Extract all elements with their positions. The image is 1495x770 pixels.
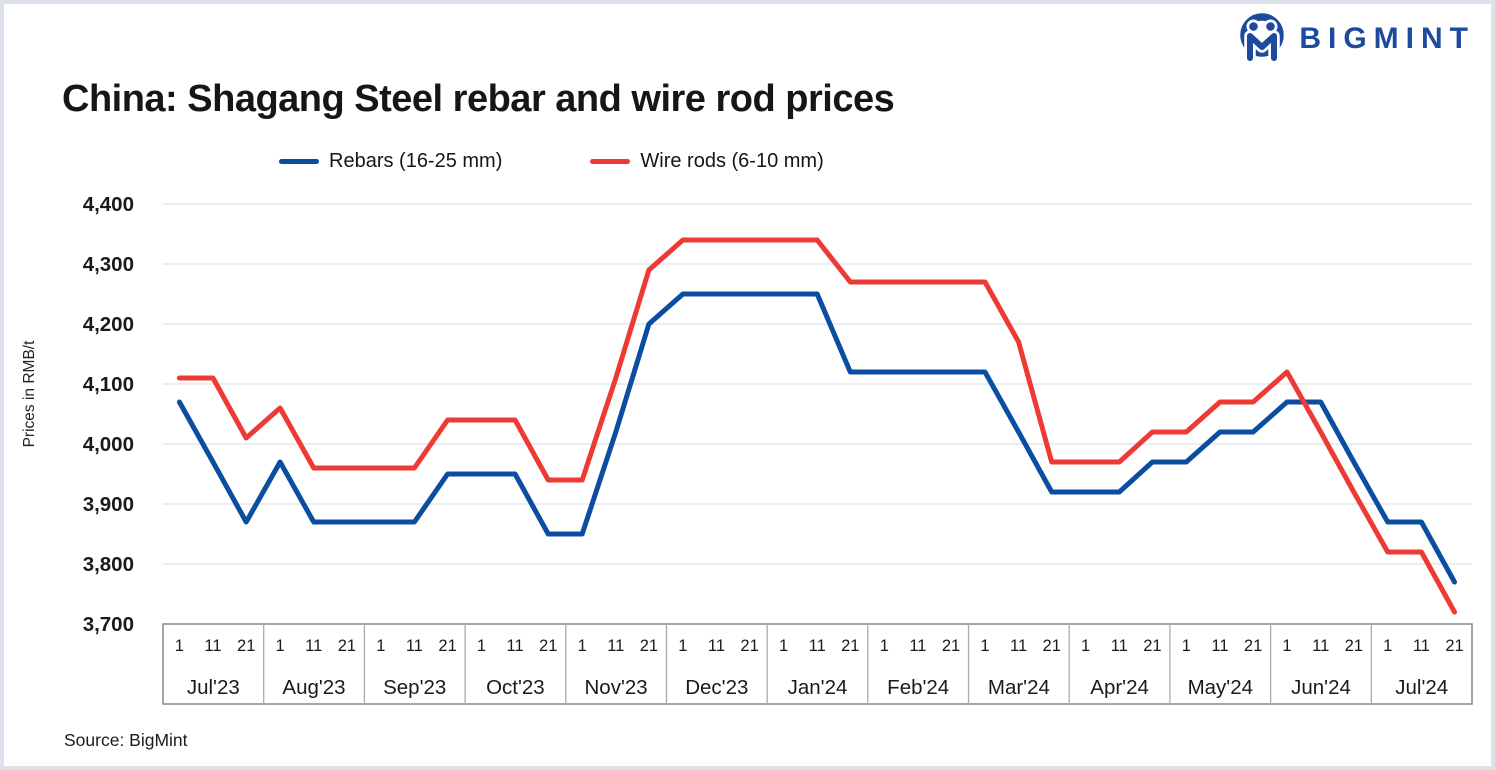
x-month-label: Feb'24: [887, 676, 949, 699]
x-tick-label: 21: [438, 637, 456, 655]
bigmint-logo-icon: [1240, 13, 1285, 64]
wire-rods-legend-label: Wire rods (6-10 mm): [640, 150, 824, 172]
x-month-label: Jul'24: [1395, 676, 1448, 699]
x-tick-label: 21: [1345, 637, 1363, 655]
x-tick-label: 21: [841, 637, 859, 655]
chart-title: China: Shagang Steel rebar and wire rod …: [62, 78, 895, 120]
x-tick-label: 1: [980, 637, 989, 655]
x-tick-label: 11: [406, 637, 423, 655]
x-tick-label: 1: [1081, 637, 1090, 655]
x-month-label: Nov'23: [585, 676, 648, 699]
x-tick-label: 11: [909, 637, 926, 655]
x-month-label: Mar'24: [988, 676, 1050, 699]
x-tick-label: 11: [1111, 637, 1128, 655]
x-month-label: Sep'23: [383, 676, 446, 699]
legend-item-rebars: Rebars (16-25 mm): [279, 150, 502, 173]
x-tick-label: 1: [1182, 637, 1191, 655]
rebars-legend-label: Rebars (16-25 mm): [329, 150, 503, 172]
x-tick-label: 21: [1143, 637, 1161, 655]
x-tick-label: 11: [708, 637, 725, 655]
y-axis-tick-label: 3,800: [83, 553, 134, 576]
x-tick-label: 1: [376, 637, 385, 655]
x-tick-label: 11: [204, 637, 221, 655]
x-month-label: Aug'23: [282, 676, 345, 699]
x-tick-label: 1: [477, 637, 486, 655]
x-tick-label: 11: [1010, 637, 1027, 655]
x-month-label: Jan'24: [788, 676, 848, 699]
x-month-label: Jul'23: [187, 676, 240, 699]
x-tick-label: 1: [678, 637, 687, 655]
x-month-label: Oct'23: [486, 676, 545, 699]
y-axis-tick-label: 3,900: [83, 493, 134, 516]
x-tick-label: 1: [276, 637, 285, 655]
x-tick-label: 21: [539, 637, 557, 655]
x-tick-label: 11: [1211, 637, 1228, 655]
x-tick-label: 21: [740, 637, 758, 655]
rebars-line: [176, 291, 1457, 585]
x-tick-label: 1: [578, 637, 587, 655]
x-axis-table: [162, 623, 1473, 705]
x-tick-label: 21: [1244, 637, 1262, 655]
x-month-label: Apr'24: [1090, 676, 1149, 699]
line-chart: 3,700 3,800 3,900 4,000 4,100 4,200 4,300 4,400…: [83, 193, 1473, 705]
y-axis-tick-label: 4,200: [83, 313, 134, 336]
x-tick-label: 21: [1043, 637, 1061, 655]
x-month-label: May'24: [1188, 676, 1253, 699]
x-tick-label: 1: [175, 637, 184, 655]
y-axis-tick-label: 4,300: [83, 253, 134, 276]
x-tick-label: 1: [880, 637, 889, 655]
y-axis-tick-label: 4,000: [83, 433, 134, 456]
x-tick-label: 1: [779, 637, 788, 655]
legend-item-wire-rods: Wire rods (6-10 mm): [590, 150, 824, 173]
bigmint-logo-text: BIGMINT: [1299, 22, 1475, 55]
y-axis-tick-label: 3,700: [83, 613, 134, 636]
x-tick-label: 11: [809, 637, 826, 655]
x-tick-label: 21: [338, 637, 356, 655]
x-tick-label: 21: [640, 637, 658, 655]
x-tick-label: 11: [1312, 637, 1329, 655]
chart-legend: Rebars (16-25 mm) Wire rods (6-10 mm): [279, 150, 824, 173]
x-month-label: Jun'24: [1291, 676, 1351, 699]
x-tick-label: 11: [305, 637, 322, 655]
x-tick-label: 21: [1445, 637, 1463, 655]
y-axis-tick-label: 4,100: [83, 373, 134, 396]
x-tick-label: 1: [1282, 637, 1291, 655]
source-note: Source: BigMint: [64, 730, 188, 750]
x-tick-label: 11: [1413, 637, 1430, 655]
x-tick-label: 21: [237, 637, 255, 655]
x-tick-label: 1: [1383, 637, 1392, 655]
wire-rods-line: [176, 237, 1457, 615]
x-month-label: Dec'23: [685, 676, 748, 699]
x-tick-label: 11: [507, 637, 524, 655]
rebars-line-swatch: [279, 159, 319, 164]
wire-rods-line-swatch: [590, 159, 631, 164]
x-tick-label: 11: [607, 637, 624, 655]
bigmint-logo: BIGMINT: [1238, 12, 1475, 66]
x-tick-label: 21: [942, 637, 960, 655]
y-axis-tick-label: 4,400: [83, 193, 134, 216]
